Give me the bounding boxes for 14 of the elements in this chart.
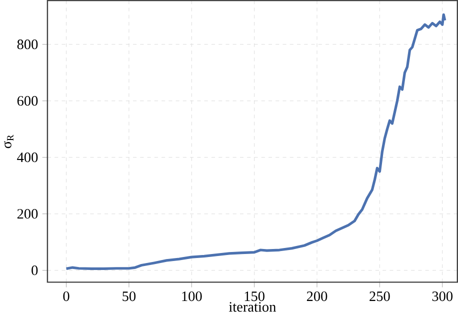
x-tick-label: 250 <box>370 292 390 302</box>
y-tick-label: 800 <box>17 40 38 50</box>
x-tick-label: 150 <box>244 292 264 302</box>
x-tick-label: 50 <box>122 292 136 302</box>
x-axis-title: iteration <box>228 302 276 312</box>
x-tick-label: 0 <box>63 292 70 302</box>
y-tick-label: 400 <box>17 152 38 162</box>
y-tick-label: 0 <box>32 266 38 276</box>
x-tick-label: 300 <box>432 292 453 302</box>
y-tick-label: 200 <box>17 209 38 219</box>
x-tick-label: 100 <box>182 292 202 302</box>
y-tick-label: 600 <box>17 96 38 106</box>
x-tick-label: 200 <box>306 292 328 302</box>
y-axis-title: σ$_{R}$ <box>4 134 14 148</box>
